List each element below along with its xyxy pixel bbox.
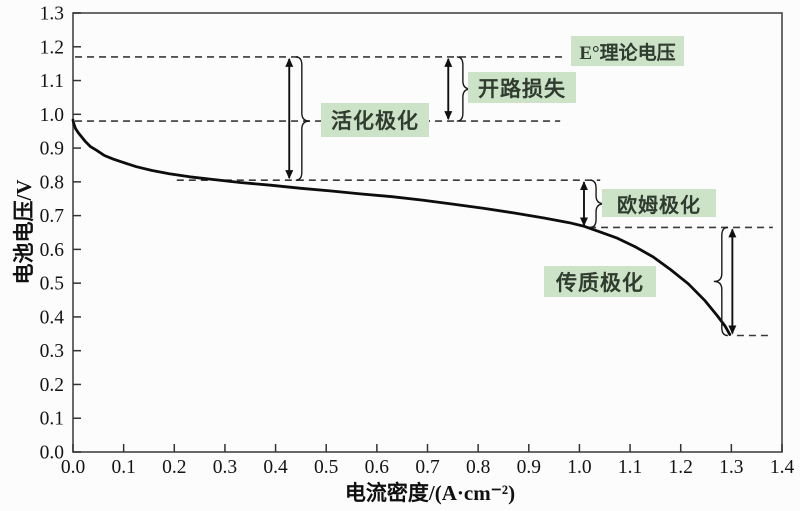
y-tick-label: 1.1 [40, 71, 64, 92]
x-tick-label: 1.4 [770, 457, 795, 478]
x-tick-label: 0.1 [111, 457, 135, 478]
annotation-theoretical-voltage: E°理论电压 [571, 36, 684, 66]
y-tick-label: 0.0 [40, 443, 64, 464]
y-tick-label: 0.4 [40, 307, 65, 328]
guide-lines [75, 56, 773, 337]
plot-frame [72, 12, 783, 453]
x-axis-title: 电流密度/(A·cm⁻²) [344, 481, 516, 505]
x-tick-label: 0.4 [263, 457, 288, 478]
y-tick-label: 0.3 [40, 341, 64, 362]
x-tick-label: 0.0 [61, 457, 85, 478]
annotation-mass-transfer-polarization: 传质极化 [544, 266, 656, 297]
y-tick-label: 0.1 [40, 409, 64, 430]
loss-brace [295, 56, 310, 181]
x-tick-label: 0.8 [466, 457, 490, 478]
loss-arrows [285, 56, 737, 337]
y-tick-label: 1.0 [40, 105, 64, 126]
polarization-curve-path [71, 118, 732, 336]
x-tick-label: 0.3 [213, 457, 237, 478]
polarization-curve [71, 118, 732, 336]
y-axis-title: 电池电压/V [12, 179, 36, 285]
x-tick-label: 1.2 [669, 457, 693, 478]
y-tick-label: 0.8 [40, 172, 64, 193]
annotation-activation-polarization: 活化极化 [321, 103, 429, 137]
y-tick-label: 0.6 [40, 240, 65, 261]
x-tick-label: 0.6 [365, 457, 390, 478]
axis-ticks: 0.0 0.1 0.2 0.3 0.4 0.5 0.6 0.7 0.8 0.9 1.0 1.1 1.2 1… [40, 4, 795, 478]
y-tick-label: 1.3 [40, 4, 64, 25]
y-tick-label: 1.2 [40, 37, 64, 58]
x-tick-label: 1.0 [567, 457, 591, 478]
annotation-ohmic-polarization: 欧姆极化 [602, 189, 716, 217]
x-tick-label: 0.2 [162, 457, 186, 478]
y-tick-label: 0.5 [40, 274, 64, 295]
x-tick-label: 0.5 [314, 457, 338, 478]
annotation-open-circuit-loss: 开路损失 [468, 72, 576, 103]
y-tick-label: 0.2 [40, 375, 64, 396]
y-tick-label: 0.9 [40, 139, 64, 160]
x-tick-label: 1.3 [719, 457, 743, 478]
y-tick-label: 0.7 [40, 206, 65, 227]
x-tick-label: 0.9 [517, 457, 541, 478]
x-tick-label: 0.7 [415, 457, 440, 478]
x-tick-label: 1.1 [618, 457, 642, 478]
loss-brace [713, 226, 728, 337]
